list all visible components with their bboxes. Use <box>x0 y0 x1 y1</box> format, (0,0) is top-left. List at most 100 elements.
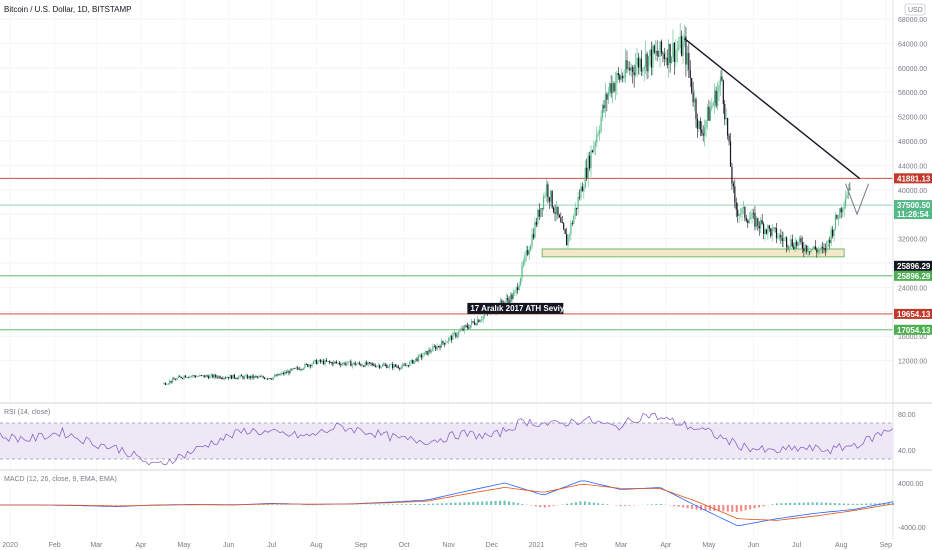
candle-body <box>773 227 775 229</box>
candle-body <box>476 319 479 325</box>
level-price-label: 37500.50 <box>897 201 931 210</box>
candle-body <box>482 315 484 320</box>
candle-body <box>501 300 503 304</box>
candle-body <box>678 48 680 49</box>
candle-body <box>531 234 533 246</box>
candle-body <box>515 287 517 292</box>
crosshair-price-label: 25896.29 <box>897 262 931 271</box>
candle-body <box>351 363 353 367</box>
candle-body <box>409 361 411 367</box>
candle-body <box>192 375 194 377</box>
candle-body <box>340 364 342 366</box>
candle-body <box>632 67 634 73</box>
macd-histogram-bar <box>534 505 537 507</box>
macd-histogram-bar <box>548 505 551 507</box>
candle-body <box>774 227 776 229</box>
macd-histogram-bar <box>883 503 886 505</box>
candle-body <box>440 341 443 348</box>
candle-body <box>287 371 289 374</box>
rsi-line <box>0 412 894 466</box>
macd-histogram-bar <box>691 505 694 509</box>
ath-annotation-box[interactable] <box>467 302 564 314</box>
macd-histogram-bar <box>570 502 573 505</box>
macd-histogram-bar <box>780 503 783 505</box>
level-price-box <box>894 270 932 281</box>
candle-body <box>363 365 365 367</box>
candle-body <box>425 350 427 353</box>
macd-pane: 4000.00 -4000.00 <box>0 480 926 532</box>
candle-body <box>842 208 844 213</box>
candle-body <box>591 150 594 153</box>
candle-body <box>242 376 244 379</box>
candle-body <box>623 76 625 79</box>
candle-body <box>752 212 755 214</box>
candle-body <box>245 375 247 377</box>
candle-body <box>630 67 632 71</box>
y-tick-label: 48000.00 <box>898 139 927 146</box>
candle-body <box>456 335 458 337</box>
candle-body <box>702 133 704 136</box>
candle-body <box>509 294 512 304</box>
candle-body <box>432 346 434 352</box>
candle-body <box>599 130 601 134</box>
candle-body <box>410 359 412 362</box>
candle-body <box>426 350 428 355</box>
macd-histogram-bar <box>744 505 747 511</box>
candle-body <box>583 187 585 192</box>
descending-trendline[interactable] <box>684 37 861 180</box>
candle-body <box>187 377 189 379</box>
candle-body <box>682 41 684 56</box>
macd-histogram-bar <box>382 504 385 505</box>
annotation-group: 17 Aralık 2017 ATH Seviyesi <box>467 302 575 314</box>
candle-body <box>538 209 540 217</box>
macd-histogram-bar <box>458 502 461 505</box>
macd-histogram-bar <box>842 503 845 505</box>
candle-body <box>603 105 605 109</box>
macd-histogram-bar <box>574 502 577 505</box>
macd-histogram-bar <box>762 505 765 507</box>
x-tick-label: Jul <box>792 542 801 549</box>
candle-body <box>443 343 445 345</box>
candle-body <box>839 208 841 219</box>
macd-histogram-bar <box>481 501 484 505</box>
candle-body <box>832 229 834 237</box>
macd-histogram-bar <box>400 504 403 505</box>
macd-histogram-bar <box>887 502 890 505</box>
candle-body <box>243 376 246 379</box>
candle-body <box>806 245 808 252</box>
candle-body <box>282 372 284 375</box>
candle-body <box>738 214 740 216</box>
y-tick-label: 12000.00 <box>898 359 927 366</box>
candle-body <box>675 49 677 62</box>
macd-histogram-bar <box>566 503 569 505</box>
candle-body <box>354 362 356 366</box>
candle-body <box>215 374 217 377</box>
candle-body <box>705 120 707 128</box>
candle-body <box>811 248 814 250</box>
candle-body <box>827 240 829 241</box>
currency-badge[interactable] <box>904 3 926 16</box>
candle-body <box>597 133 599 135</box>
candle-body <box>341 363 343 366</box>
candle-body <box>808 251 811 253</box>
candle-body <box>833 228 835 237</box>
candle-body <box>169 380 171 384</box>
candle-body <box>442 341 444 344</box>
macd-histogram-bar <box>499 500 502 505</box>
macd-histogram-bar <box>418 504 421 505</box>
candle-body <box>665 57 667 60</box>
candle-body <box>321 360 323 363</box>
candle-body <box>571 223 573 224</box>
candle-body <box>183 375 185 379</box>
candle-body <box>458 331 460 336</box>
candle-body <box>735 202 737 210</box>
candle-body <box>199 375 201 377</box>
candle-body <box>530 245 532 251</box>
macd-histogram-bar <box>825 502 828 505</box>
y-tick-label: 32000.00 <box>898 237 927 244</box>
candle-body <box>373 364 375 366</box>
candle-body <box>758 225 760 229</box>
y-tick-label: 16000.00 <box>898 334 927 341</box>
